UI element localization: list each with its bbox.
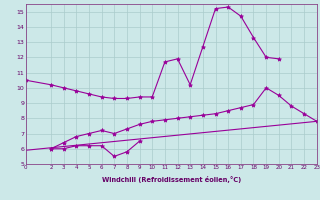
X-axis label: Windchill (Refroidissement éolien,°C): Windchill (Refroidissement éolien,°C) [101, 176, 241, 183]
